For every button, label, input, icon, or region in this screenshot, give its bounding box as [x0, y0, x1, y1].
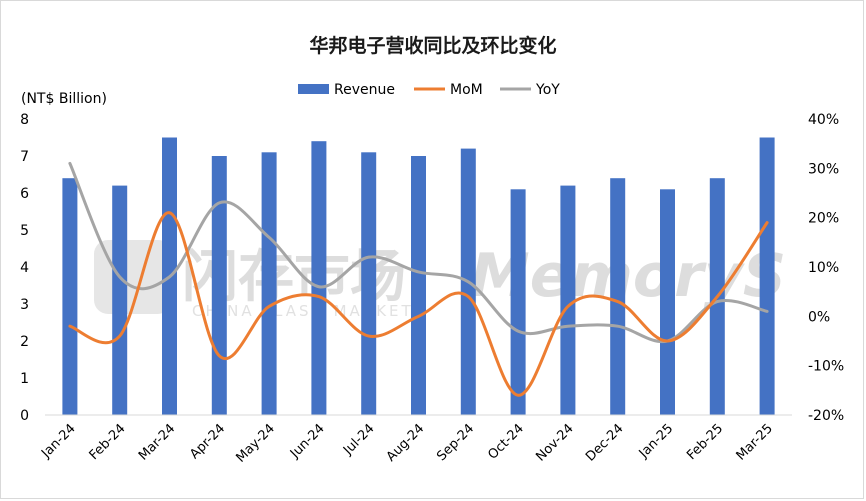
legend-label: YoY	[535, 82, 560, 98]
y-right-tick-label: 0%	[808, 309, 830, 325]
y-left-tick-label: 4	[20, 260, 29, 276]
revenue-bar	[311, 141, 327, 415]
x-tick-label: Mar-24	[136, 421, 178, 463]
legend: Revenue MoM YoY	[298, 82, 560, 98]
watermark-en: CHINA FLASH MARKET	[192, 302, 414, 320]
y-left-tick-label: 2	[20, 334, 29, 350]
revenue-bar	[62, 178, 78, 415]
y-left-tick-label: 0	[20, 408, 29, 424]
x-tick-label: Nov-24	[533, 421, 576, 464]
y-left-tick-label: 7	[20, 149, 29, 165]
watermark: 闪存市场 CHINA FLASH MARKET MemoryS	[94, 240, 786, 320]
x-tick-label: Feb-24	[87, 421, 129, 463]
y-axis-unit-label: (NT$ Billion)	[21, 91, 107, 107]
y-left-tick-label: 8	[20, 112, 29, 128]
y-axis-right: -20% -10% 0% 10% 20% 30% 40%	[808, 112, 844, 424]
y-right-tick-label: 30%	[808, 161, 839, 177]
revenue-bar	[411, 156, 426, 415]
y-left-tick-label: 5	[20, 223, 29, 239]
revenue-bar	[759, 137, 775, 415]
x-tick-label: Jan-24	[38, 421, 79, 462]
x-tick-label: Feb-25	[684, 421, 726, 463]
revenue-bar	[510, 189, 526, 415]
x-tick-label: Jul-24	[340, 421, 377, 458]
x-tick-label: Apr-24	[187, 421, 228, 462]
x-tick-label: Mar-25	[734, 421, 776, 463]
revenue-bar	[610, 178, 626, 415]
yoy-line	[68, 161, 769, 344]
x-tick-label: Jan-25	[636, 421, 677, 462]
x-tick-label: Oct-24	[485, 421, 527, 463]
y-right-tick-label: -10%	[808, 359, 844, 375]
x-tick-label: Jun-24	[287, 421, 328, 462]
x-tick-label: Dec-24	[583, 421, 626, 464]
revenue-bar	[112, 185, 128, 415]
chart-title: 华邦电子营收同比及环比变化	[309, 34, 556, 57]
y-right-tick-label: -20%	[808, 408, 844, 424]
revenue-bar	[361, 152, 377, 416]
legend-swatch	[298, 84, 329, 94]
y-axis-left: 0 1 2 3 4 5 6 7 8	[20, 112, 29, 424]
mom-line	[68, 211, 769, 397]
revenue-bar	[660, 189, 675, 415]
revenue-bar	[261, 152, 277, 416]
y-left-tick-label: 3	[20, 297, 29, 313]
y-right-tick-label: 40%	[808, 112, 839, 128]
x-axis: Jan-24 Feb-24 Mar-24 Apr-24 May-24 Jun-24 Jul-…	[38, 421, 776, 465]
revenue-bar	[211, 156, 227, 415]
x-tick-label: Aug-24	[384, 421, 428, 465]
y-right-tick-label: 10%	[808, 260, 839, 276]
y-right-tick-label: 20%	[808, 211, 839, 227]
revenue-bar	[560, 185, 576, 415]
legend-label: Revenue	[334, 82, 395, 98]
line-series	[68, 161, 769, 397]
y-left-tick-label: 1	[20, 371, 29, 387]
y-left-tick-label: 6	[20, 186, 29, 202]
legend-label: MoM	[450, 82, 483, 98]
x-tick-label: May-24	[233, 421, 277, 465]
x-tick-label: Sep-24	[434, 421, 477, 464]
